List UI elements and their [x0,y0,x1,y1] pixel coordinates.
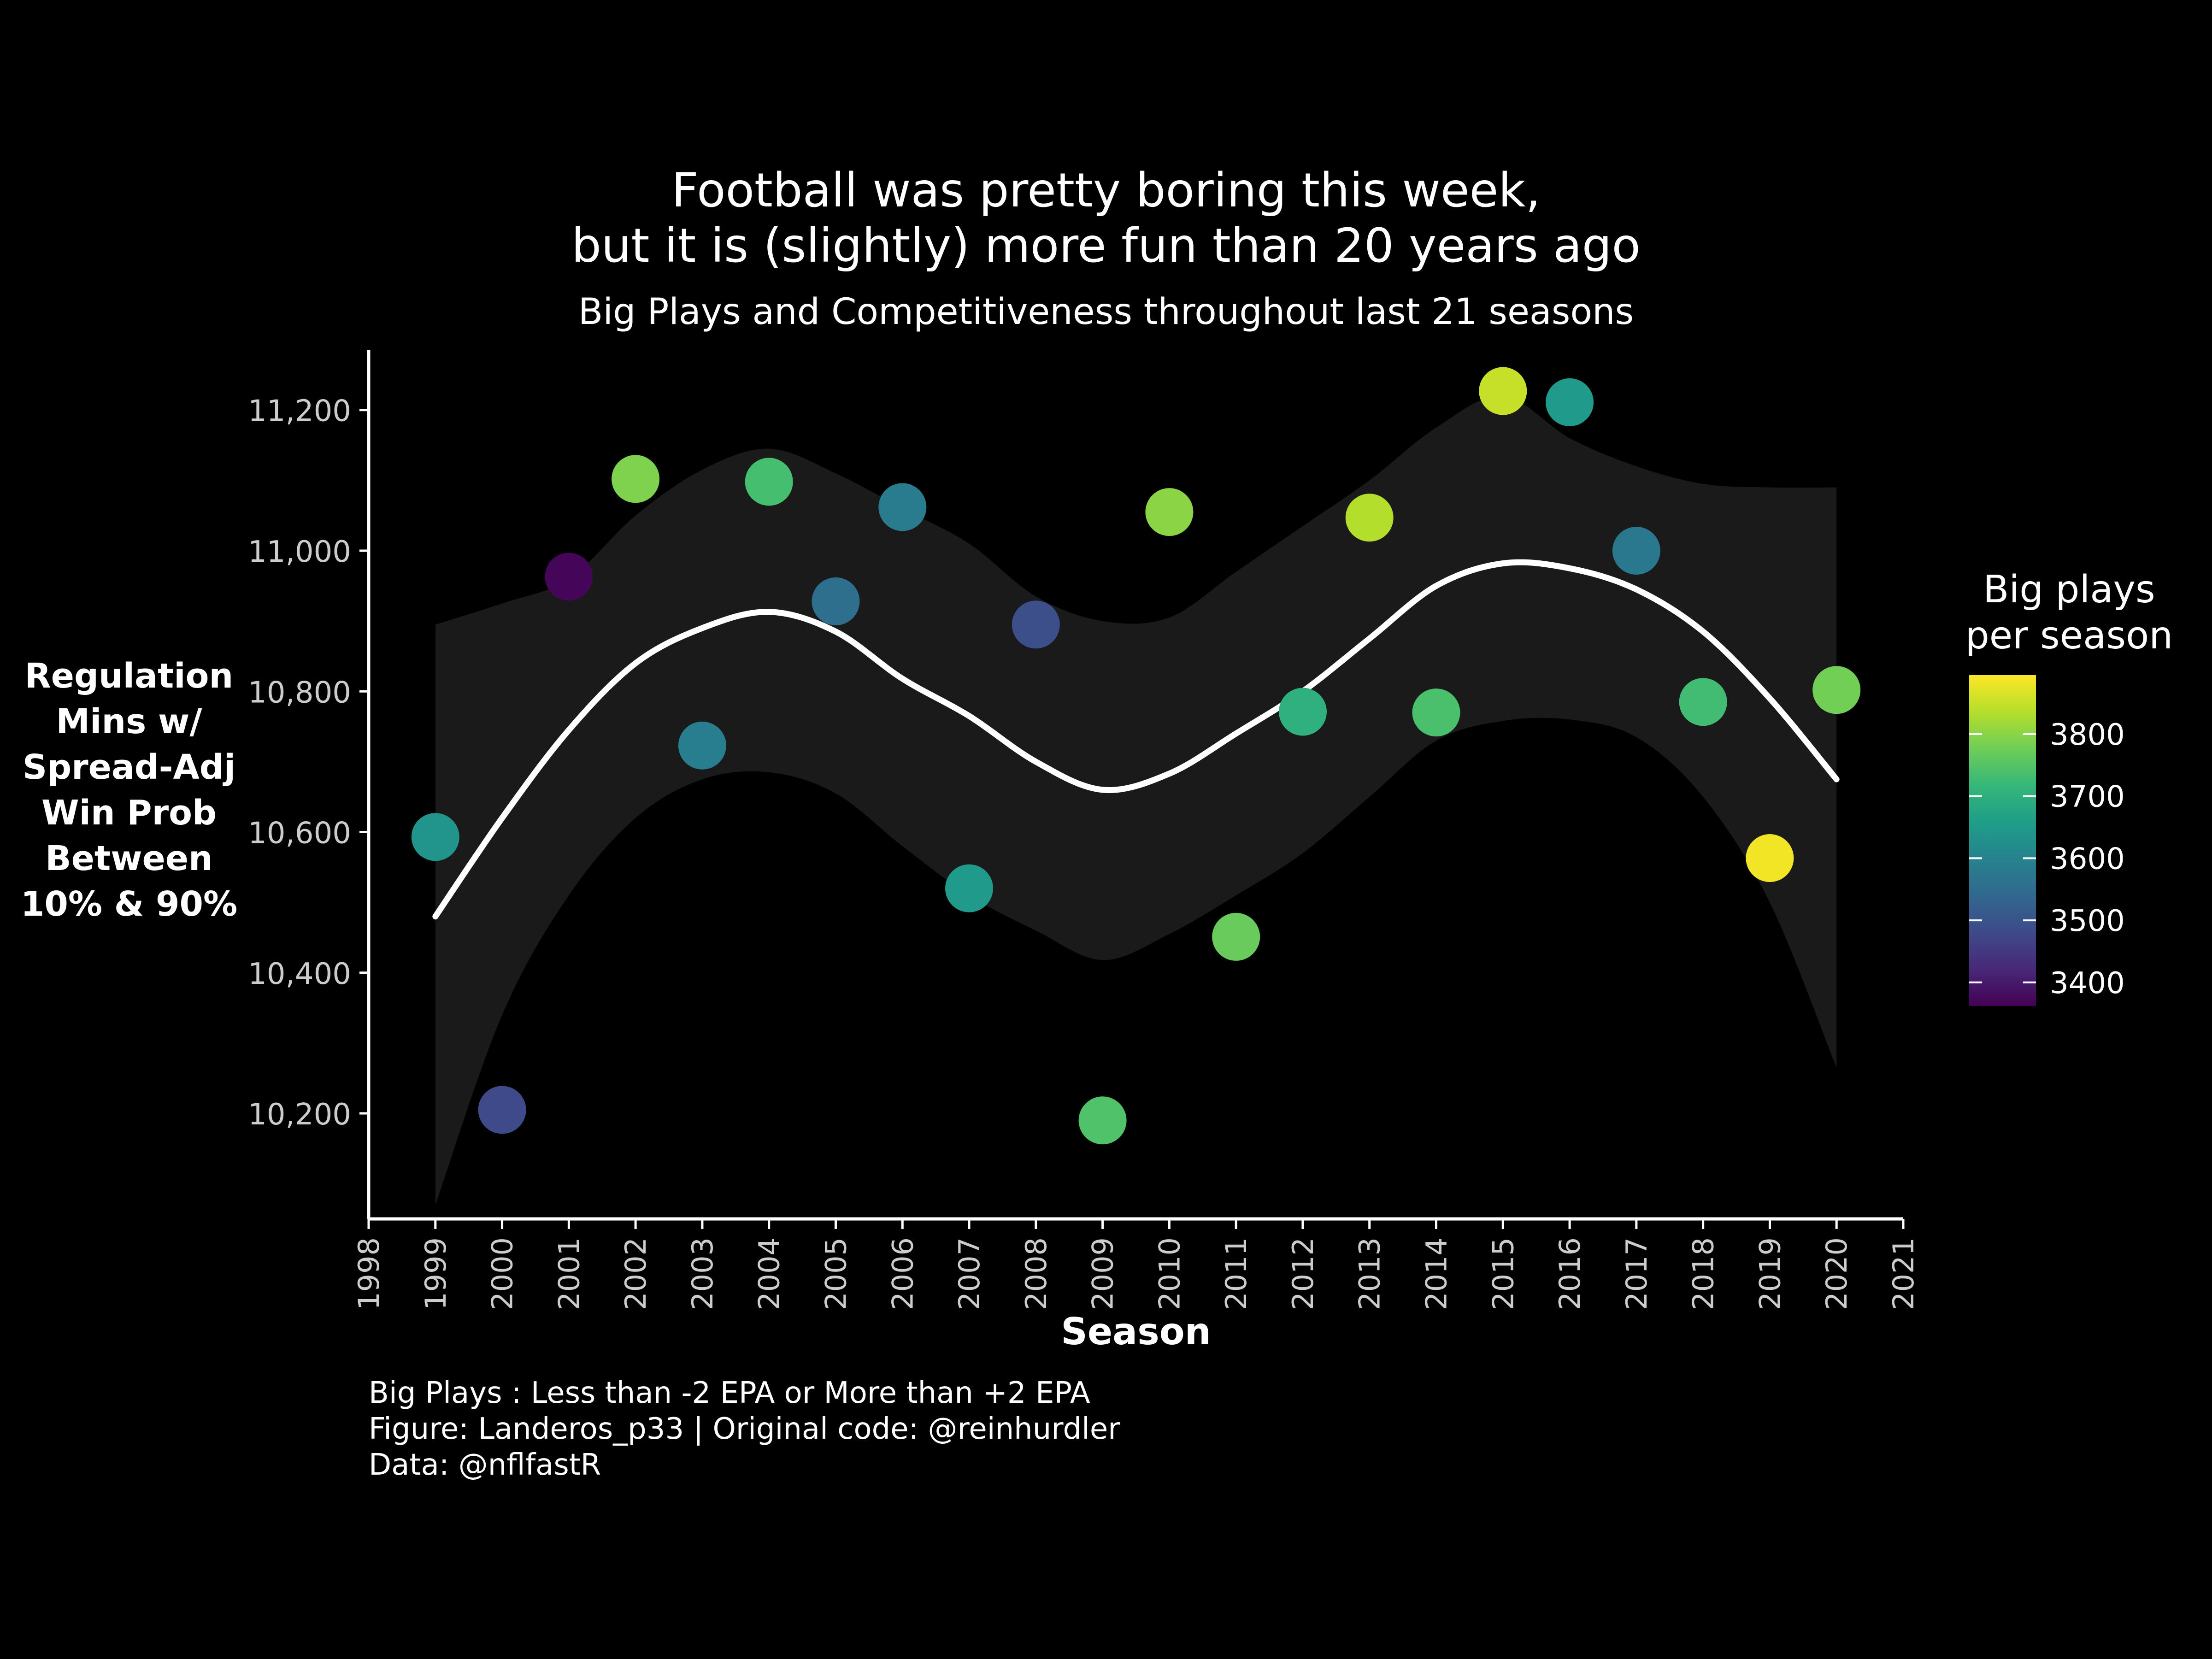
data-point-2015 [1479,367,1527,415]
confidence-band-layer [435,395,1837,1205]
x-tick-label-2019: 2019 [1753,1237,1787,1310]
legend-tick-label-3600: 3600 [2050,842,2125,876]
x-tick-label-2006: 2006 [886,1237,919,1310]
data-point-2007 [945,864,993,912]
x-tick-label-2012: 2012 [1286,1237,1320,1310]
data-point-2006 [878,483,927,531]
x-axis-label: Season [1061,1310,1211,1353]
y-axis-label-line-1: Regulation [24,656,234,696]
x-tick-label-2002: 2002 [619,1237,653,1310]
legend-colorbar [1969,675,2036,1006]
x-tick-label-2014: 2014 [1420,1237,1453,1310]
y-tick-label-10800: 10,800 [248,676,351,710]
x-tick-label-2001: 2001 [552,1237,586,1310]
data-point-2010 [1145,488,1194,536]
x-tick-label-2008: 2008 [1019,1237,1053,1310]
x-tick-label-2020: 2020 [1820,1237,1853,1310]
x-tick-label-2009: 2009 [1086,1237,1120,1310]
legend-tick-label-3700: 3700 [2050,780,2125,814]
data-point-2019 [1746,834,1794,882]
data-point-2009 [1078,1096,1127,1145]
confidence-band [435,395,1837,1205]
data-point-2001 [545,553,593,601]
data-point-2005 [812,577,860,625]
x-tick-label-2007: 2007 [953,1237,986,1310]
smooth-line-layer [432,559,1840,920]
x-tick-label-2017: 2017 [1620,1237,1653,1310]
y-tick-label-11200: 11,200 [248,394,351,429]
caption-line-3: Data: @nflfastR [369,1448,601,1482]
x-tick-label-2016: 2016 [1553,1237,1587,1310]
x-tick-label-2011: 2011 [1219,1237,1253,1310]
axes-layer: 10,200 10,400 10,600 10,800 11,000 11,200 1998… [248,350,1920,1310]
legend-title-line-2: per season [1965,614,2173,658]
data-point-2016 [1546,378,1594,426]
caption-line-1: Big Plays : Less than -2 EPA or More tha… [369,1376,1090,1410]
x-tick-label-2015: 2015 [1486,1237,1520,1310]
data-point-2014 [1412,688,1460,737]
x-tick-label-1998: 1998 [352,1237,386,1310]
data-point-2008 [1012,600,1060,649]
x-tick-label-1999: 1999 [419,1237,453,1310]
data-point-2011 [1212,912,1260,961]
y-tick-label-10600: 10,600 [248,817,351,851]
y-axis-label-line-5: Between [45,839,213,878]
data-point-2000 [478,1086,526,1134]
y-axis-label-line-4: Win Prob [41,793,217,833]
legend-tick-label-3400: 3400 [2050,966,2125,1000]
data-point-2018 [1679,678,1727,726]
y-tick-label-10400: 10,400 [248,957,351,991]
data-point-2004 [745,458,793,506]
data-point-2003 [678,721,726,770]
data-point-1999 [411,813,459,861]
chart-title-line-2: but it is (slightly) more fun than 20 ye… [571,218,1641,273]
y-axis-label-line-6: 10% & 90% [20,884,238,924]
x-tick-label-2013: 2013 [1353,1237,1387,1310]
caption-line-2: Figure: Landeros_p33 | Original code: @r… [369,1412,1120,1446]
legend-tick-label-3800: 3800 [2050,718,2125,752]
x-tick-label-2004: 2004 [753,1237,786,1310]
x-tick-label-2021: 2021 [1887,1237,1920,1310]
legend-title-line-1: Big plays [1983,568,2155,612]
chart-title-line-1: Football was pretty boring this week, [671,163,1541,218]
data-point-2013 [1345,494,1394,542]
y-axis-label-line-2: Mins w/ [56,702,202,741]
data-point-2002 [612,455,660,503]
x-tick-label-2003: 2003 [686,1237,719,1310]
y-axis-label-line-3: Spread-Adj [22,747,236,787]
x-tick-label-2018: 2018 [1687,1237,1720,1310]
smooth-line [432,559,1840,920]
data-point-2012 [1279,688,1327,736]
y-tick-label-10200: 10,200 [248,1098,351,1132]
data-point-2020 [1812,666,1861,714]
points-layer [411,367,1861,1145]
chart-subtitle: Big Plays and Competitiveness throughout… [578,291,1634,333]
x-tick-label-2000: 2000 [486,1237,519,1310]
x-tick-label-2010: 2010 [1153,1237,1186,1310]
y-tick-label-11000: 11,000 [248,535,351,569]
data-point-2017 [1612,527,1660,575]
legend-tick-label-3500: 3500 [2050,904,2125,938]
x-tick-label-2005: 2005 [819,1237,853,1310]
legend-layer: 3400 3500 3600 3700 3800 [1969,675,2125,1006]
